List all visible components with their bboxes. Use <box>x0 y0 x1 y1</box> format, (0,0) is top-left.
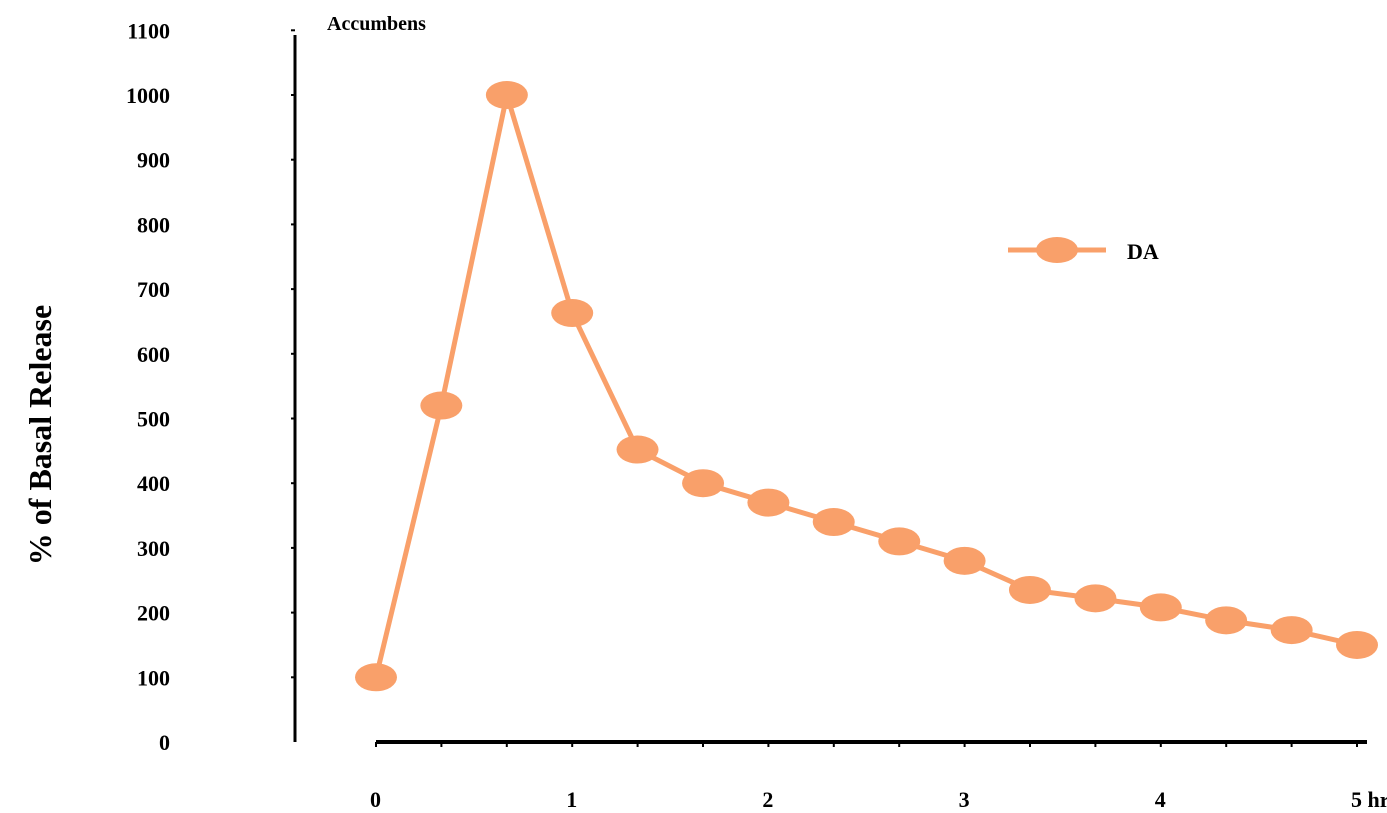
y-tick-label: 100 <box>137 665 170 690</box>
series-layer <box>355 81 1378 692</box>
legend: DA <box>1008 237 1159 264</box>
y-axis-label: % of Basal Release <box>22 305 58 565</box>
data-point <box>355 663 397 692</box>
y-tick-label: 200 <box>137 601 170 626</box>
y-tick-label: 0 <box>159 730 170 755</box>
y-axis: 0 100 200 300 400 500 600 700 800 900 1000 1100 <box>126 18 297 755</box>
data-point <box>485 81 528 109</box>
data-point <box>1008 575 1051 604</box>
x-axis: 0 1 2 3 4 5 hr <box>370 740 1387 812</box>
data-point <box>420 391 463 420</box>
x-tick-label: 0 <box>370 787 381 812</box>
x-tick-label: 1 <box>566 787 577 812</box>
data-point <box>1139 593 1182 622</box>
chart-title: Accumbens <box>327 13 426 35</box>
y-tick-label: 500 <box>137 407 170 432</box>
data-point <box>1336 630 1378 659</box>
data-point <box>616 435 659 464</box>
x-tick-label: 5 hr <box>1351 787 1387 812</box>
data-point <box>1270 616 1313 645</box>
y-tick-label: 1000 <box>126 83 170 108</box>
y-tick-label: 900 <box>137 148 170 173</box>
data-point <box>812 508 855 537</box>
series-line-da <box>373 94 1358 678</box>
data-point <box>682 469 725 498</box>
x-tick-label: 4 <box>1155 787 1166 812</box>
legend-label: DA <box>1127 239 1159 264</box>
x-tick-label: 3 <box>959 787 970 812</box>
legend-marker <box>1036 237 1078 263</box>
data-point <box>1205 606 1248 635</box>
y-tick-label: 600 <box>137 342 170 367</box>
y-tick-label: 800 <box>137 212 170 237</box>
y-tick-label: 1100 <box>127 18 170 43</box>
data-point <box>943 546 986 575</box>
data-point <box>551 299 594 328</box>
x-tick-label: 2 <box>762 787 773 812</box>
y-tick-label: 300 <box>137 536 170 561</box>
data-point <box>747 488 790 517</box>
data-point <box>1074 584 1117 613</box>
data-point <box>878 527 921 556</box>
y-tick-label: 700 <box>137 277 170 302</box>
y-tick-label: 400 <box>137 471 170 496</box>
